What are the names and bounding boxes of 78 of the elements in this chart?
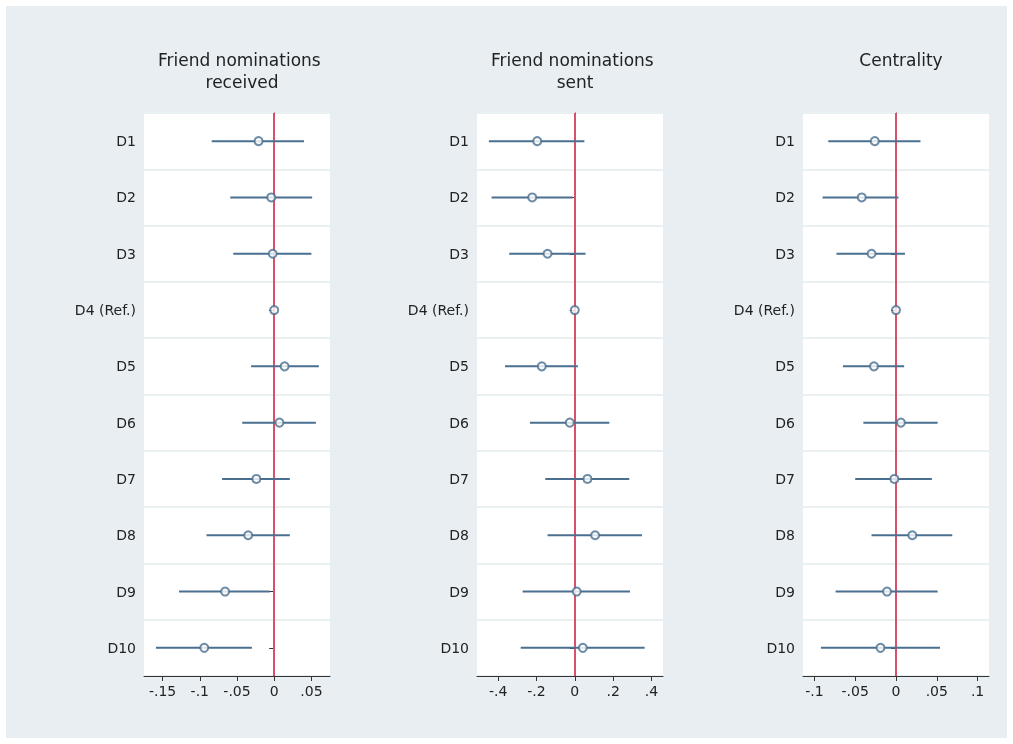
point <box>895 417 906 428</box>
x-tick-label: 0 <box>891 683 901 699</box>
point <box>279 361 290 372</box>
point <box>251 473 262 484</box>
point <box>569 305 580 316</box>
point <box>868 361 879 372</box>
y-tick-label: D3 <box>116 245 136 262</box>
point <box>866 248 877 259</box>
y-tick-label: D8 <box>116 527 136 544</box>
y-tick-label: D2 <box>449 189 469 206</box>
y-tick-label: D7 <box>775 470 795 487</box>
point <box>882 586 893 597</box>
x-tick-label: 0 <box>570 683 580 699</box>
point <box>220 586 231 597</box>
y-tick-label: D1 <box>775 133 795 150</box>
x-tick-label: .2 <box>606 683 620 699</box>
x-tick-label: .1 <box>970 683 985 699</box>
point <box>199 642 210 653</box>
point <box>875 642 886 653</box>
y-tick-label: D9 <box>775 583 795 600</box>
point <box>907 530 918 541</box>
y-tick-label: D4 (Ref.) <box>74 302 136 319</box>
y-tick-label: D8 <box>775 527 795 544</box>
x-tick-label: 0 <box>269 683 279 699</box>
y-tick-label: D9 <box>116 583 136 600</box>
y-tick-label: D10 <box>766 639 795 656</box>
point <box>577 642 588 653</box>
y-tick-label: D3 <box>775 245 795 262</box>
y-tick-label: D4 (Ref.) <box>407 302 469 319</box>
x-tick-label: -.15 <box>148 683 177 699</box>
point <box>889 473 900 484</box>
x-tick-label: -.05 <box>223 683 251 699</box>
y-tick-label: D2 <box>116 189 136 206</box>
y-tick-label: D7 <box>449 470 469 487</box>
chart-title: Friend nominations received <box>157 50 327 92</box>
y-tick-label: D6 <box>116 414 137 431</box>
y-tick-label: D2 <box>775 189 795 206</box>
x-tick-label: -.1 <box>805 683 824 699</box>
point <box>542 248 553 259</box>
point <box>571 586 582 597</box>
y-tick-label: D1 <box>116 133 136 150</box>
chart-title: Centrality <box>859 50 943 70</box>
point <box>274 417 285 428</box>
point <box>582 473 593 484</box>
point <box>856 192 867 203</box>
y-tick-label: D6 <box>449 414 470 431</box>
chart-title: Friend nominations sent <box>490 50 660 92</box>
point <box>532 136 543 147</box>
y-tick-label: D4 (Ref.) <box>733 302 795 319</box>
point <box>590 530 601 541</box>
x-tick-label: -.2 <box>527 683 546 699</box>
point <box>891 305 901 316</box>
x-tick-label: -.4 <box>488 683 508 699</box>
x-tick-label: -.05 <box>841 683 869 699</box>
point <box>869 136 880 147</box>
y-tick-label: D9 <box>449 583 469 600</box>
x-tick-label: -.1 <box>190 683 210 699</box>
y-tick-label: D8 <box>449 527 469 544</box>
y-tick-label: D5 <box>775 358 795 375</box>
x-tick-label: .4 <box>644 683 659 699</box>
y-tick-label: D7 <box>116 470 136 487</box>
point <box>564 417 575 428</box>
point <box>243 530 254 541</box>
y-tick-label: D1 <box>449 133 469 150</box>
x-tick-label: .05 <box>300 683 323 699</box>
point <box>267 248 278 259</box>
point <box>266 192 277 203</box>
point <box>253 136 264 147</box>
point <box>527 192 538 203</box>
x-tick-label: .05 <box>925 683 948 699</box>
y-tick-label: D10 <box>440 639 469 656</box>
point <box>269 305 280 316</box>
y-tick-label: D5 <box>449 358 469 375</box>
y-tick-label: D5 <box>116 358 136 375</box>
point <box>536 361 547 372</box>
y-tick-label: D10 <box>107 639 136 656</box>
y-tick-label: D6 <box>775 414 796 431</box>
y-tick-label: D3 <box>449 245 469 262</box>
